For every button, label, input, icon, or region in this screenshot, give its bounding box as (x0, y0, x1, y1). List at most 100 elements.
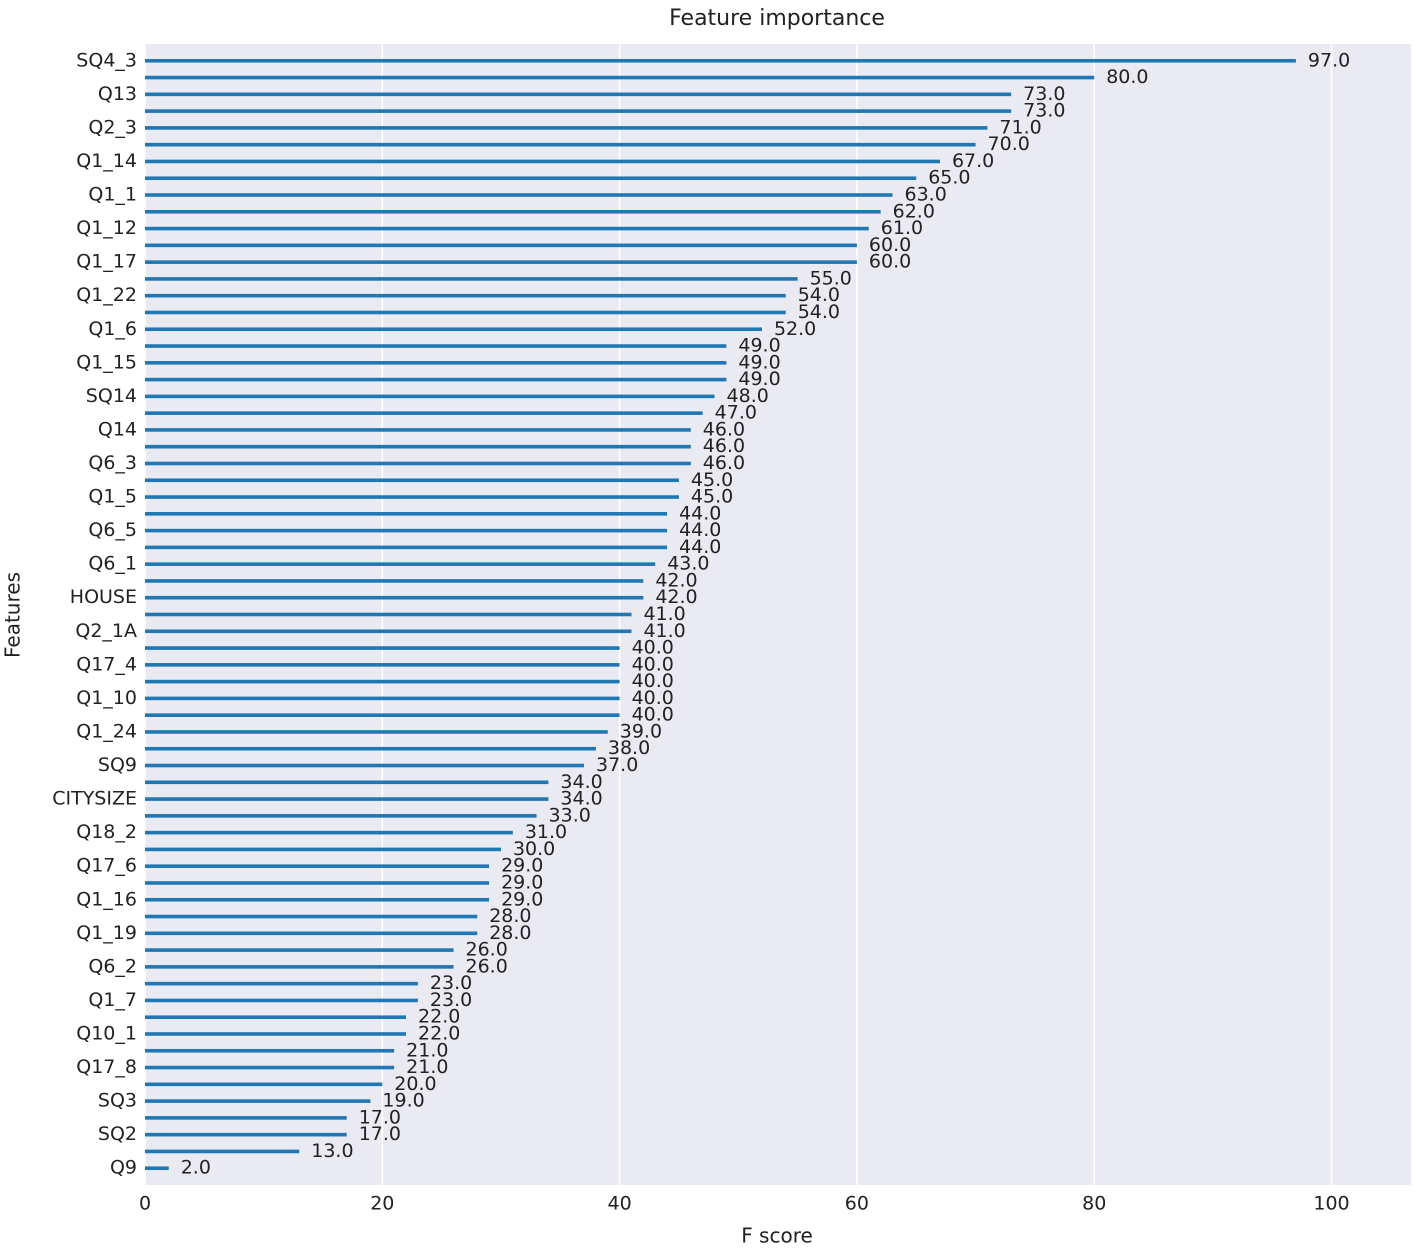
value-label: 26.0 (465, 939, 507, 961)
bar (145, 478, 679, 483)
bar (145, 344, 727, 348)
value-label: 23.0 (430, 972, 472, 994)
bar (145, 545, 668, 550)
value-label: 52.0 (774, 318, 816, 340)
bar (145, 512, 668, 516)
bar (145, 142, 976, 147)
value-label: 48.0 (727, 385, 769, 407)
y-axis-label: Features (1, 572, 25, 658)
value-label: 97.0 (1308, 49, 1350, 71)
y-tick-label: Q14 (98, 418, 137, 440)
value-label: 17.0 (359, 1123, 401, 1145)
y-tick-label: Q1_17 (76, 251, 137, 273)
value-label: 37.0 (596, 754, 638, 776)
value-label: 45.0 (691, 486, 733, 508)
y-tick-label: Q17_8 (76, 1056, 137, 1078)
bar (145, 1116, 347, 1120)
bar (145, 629, 632, 634)
bar (145, 881, 490, 885)
value-label: 17.0 (359, 1106, 401, 1128)
value-label: 49.0 (738, 368, 780, 390)
bar (145, 209, 881, 214)
y-tick-label: HOUSE (70, 586, 137, 608)
chart-title: Feature importance (669, 6, 885, 31)
bar (145, 1032, 407, 1036)
bar (145, 243, 857, 248)
value-label: 20.0 (394, 1073, 436, 1095)
y-tick-label: Q1_15 (76, 351, 137, 373)
bar (145, 797, 549, 801)
value-label: 43.0 (667, 553, 709, 575)
bar (145, 780, 549, 785)
bar (145, 58, 1296, 63)
value-label: 60.0 (869, 251, 911, 273)
value-label: 29.0 (501, 855, 543, 877)
bar (145, 193, 893, 197)
value-label: 60.0 (869, 234, 911, 256)
y-tick-label: Q18_2 (76, 821, 137, 843)
bar (145, 646, 620, 650)
value-label: 63.0 (904, 184, 946, 206)
value-label: 21.0 (406, 1056, 448, 1078)
bar (145, 981, 418, 986)
bar (145, 377, 727, 382)
value-label: 34.0 (560, 788, 602, 810)
bar (145, 914, 478, 919)
bar (145, 847, 501, 852)
y-tick-label: Q17_4 (76, 653, 137, 675)
value-label: 34.0 (560, 771, 602, 793)
bar (145, 159, 940, 164)
bar (145, 310, 786, 315)
bar (145, 260, 857, 264)
bar (145, 126, 988, 130)
bar (145, 998, 418, 1003)
y-tick-label: Q6_5 (88, 519, 137, 541)
value-label: 40.0 (632, 687, 674, 709)
y-tick-label: Q9 (110, 1157, 137, 1179)
bar (145, 1082, 383, 1087)
bar (145, 1166, 169, 1171)
bar (145, 495, 679, 499)
y-tick-label: Q6_1 (88, 553, 137, 575)
bar (145, 1015, 407, 1020)
bar (145, 109, 1012, 113)
x-tick-label: 20 (370, 1193, 394, 1215)
value-label: 40.0 (632, 704, 674, 726)
bar (145, 1099, 371, 1103)
value-label: 46.0 (703, 452, 745, 474)
y-tick-label: Q1_1 (88, 184, 137, 206)
x-tick-label: 80 (1082, 1193, 1106, 1215)
bar (145, 327, 762, 332)
value-label: 40.0 (632, 637, 674, 659)
value-label: 40.0 (632, 653, 674, 675)
value-label: 22.0 (418, 1022, 460, 1044)
value-label: 54.0 (798, 301, 840, 323)
bar (145, 696, 620, 701)
value-label: 46.0 (703, 418, 745, 440)
y-tick-label: Q1_22 (76, 284, 137, 306)
bar (145, 830, 513, 835)
bar (145, 75, 1095, 80)
bar (145, 579, 644, 583)
bar (145, 361, 727, 365)
bar (145, 763, 585, 768)
value-label: 26.0 (465, 955, 507, 977)
y-tick-label: Q1_5 (88, 486, 137, 508)
bar (145, 277, 798, 281)
bar (145, 595, 644, 600)
value-label: 23.0 (430, 989, 472, 1011)
value-label: 55.0 (810, 267, 852, 289)
value-label: 61.0 (881, 217, 923, 239)
value-label: 54.0 (798, 284, 840, 306)
y-tick-label: Q2_1A (75, 620, 137, 642)
y-tick-label: SQ2 (98, 1123, 137, 1145)
y-tick-label: SQ14 (86, 385, 137, 407)
bar (145, 679, 620, 684)
value-label: 49.0 (738, 351, 780, 373)
value-label: 28.0 (489, 905, 531, 927)
x-tick-label: 60 (845, 1193, 869, 1215)
y-tick-label: SQ4_3 (76, 49, 137, 71)
x-axis-label: F score (741, 1224, 813, 1248)
value-label: 21.0 (406, 1039, 448, 1061)
